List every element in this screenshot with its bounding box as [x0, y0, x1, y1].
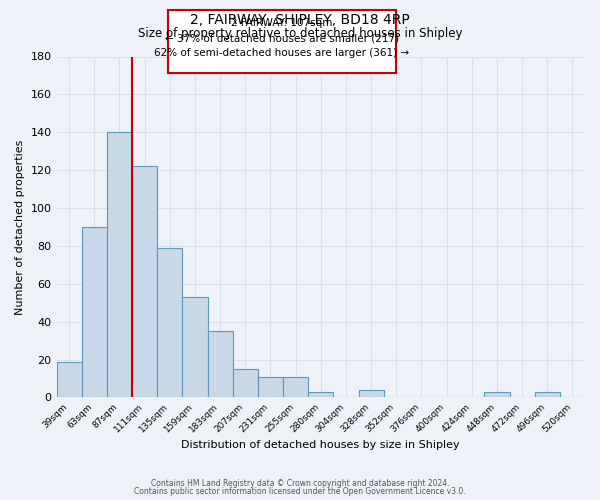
Text: 2, FAIRWAY, SHIPLEY, BD18 4RP: 2, FAIRWAY, SHIPLEY, BD18 4RP [190, 12, 410, 26]
Bar [157, 248, 182, 398]
Bar [258, 376, 283, 398]
Text: Contains public sector information licensed under the Open Government Licence v3: Contains public sector information licen… [134, 487, 466, 496]
Bar [182, 297, 208, 398]
Bar [107, 132, 132, 398]
Bar [535, 392, 560, 398]
Bar [132, 166, 157, 398]
Bar [308, 392, 334, 398]
Bar [484, 392, 509, 398]
Bar [82, 227, 107, 398]
Bar [56, 362, 82, 398]
Bar [283, 376, 308, 398]
Bar [359, 390, 383, 398]
Bar [233, 369, 258, 398]
Bar [208, 331, 233, 398]
Text: Size of property relative to detached houses in Shipley: Size of property relative to detached ho… [138, 28, 462, 40]
Y-axis label: Number of detached properties: Number of detached properties [15, 140, 25, 314]
Text: Contains HM Land Registry data © Crown copyright and database right 2024.: Contains HM Land Registry data © Crown c… [151, 478, 449, 488]
Text: 2 FAIRWAY: 107sqm
← 37% of detached houses are smaller (217)
62% of semi-detache: 2 FAIRWAY: 107sqm ← 37% of detached hous… [154, 18, 410, 58]
X-axis label: Distribution of detached houses by size in Shipley: Distribution of detached houses by size … [181, 440, 460, 450]
